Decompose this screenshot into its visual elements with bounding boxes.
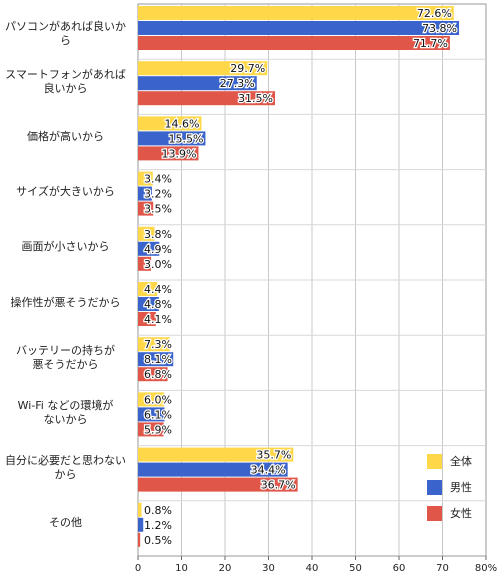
- value-label-1-4: 4.9%: [144, 243, 172, 256]
- category-label-5: 操作性が悪そうだから: [10, 295, 121, 309]
- value-label-2-6: 6.8%: [144, 368, 172, 381]
- value-label-2-5: 4.1%: [144, 313, 172, 326]
- bar-0-9: [138, 502, 142, 517]
- category-label-7: Wi-Fi などの環境が ないから: [17, 399, 114, 426]
- category-label-6: バッテリーの持ちが 悪そうだから: [16, 343, 115, 371]
- value-label-2-0: 71.7%: [413, 37, 448, 50]
- bar-0-3: [138, 171, 153, 186]
- bar-1-0: [138, 21, 460, 35]
- value-label-2-4: 3.0%: [144, 258, 172, 271]
- legend-swatch-female: [427, 505, 442, 521]
- value-label-1-8: 34.4%: [251, 464, 286, 477]
- bar-0-5: [138, 282, 158, 296]
- legend-swatch-all: [427, 453, 442, 469]
- bar-0-8: [138, 447, 294, 462]
- value-label-0-3: 3.4%: [144, 173, 172, 186]
- bar-0-4: [138, 226, 155, 241]
- bar-2-7: [138, 422, 164, 437]
- category-label-2: 価格が高いから: [27, 130, 104, 143]
- x-tick-label-4: 40: [306, 563, 319, 573]
- value-label-0-8: 35.7%: [256, 449, 291, 462]
- legend: 全体 男性 女性: [427, 448, 472, 526]
- value-label-2-8: 36.7%: [261, 479, 296, 492]
- bar-1-1: [138, 76, 257, 91]
- legend-label-female: 女性: [450, 507, 472, 520]
- bar-2-4: [138, 256, 152, 271]
- category-label-4: 画面が小さいから: [21, 240, 110, 254]
- category-label-1: スマートフォンがあれば 良いから: [5, 67, 126, 95]
- x-tick-label-5: 50: [349, 563, 362, 573]
- bar-1-9: [138, 517, 144, 532]
- value-label-1-9: 1.2%: [144, 519, 172, 532]
- legend-label-male: 男性: [450, 481, 472, 494]
- bar-1-8: [138, 462, 288, 477]
- value-label-2-7: 5.9%: [144, 423, 172, 436]
- legend-item-all: 全体: [427, 448, 472, 474]
- value-label-1-3: 3.2%: [144, 188, 172, 201]
- bar-0-6: [138, 337, 170, 352]
- x-tick-label-6: 60: [393, 563, 406, 573]
- value-label-2-9: 0.5%: [144, 534, 172, 547]
- bar-1-2: [138, 131, 206, 146]
- bar-1-5: [138, 297, 159, 311]
- bar-2-6: [138, 367, 168, 382]
- category-label-0: パソコンがあれば良いから: [5, 19, 126, 47]
- bar-2-9: [138, 532, 141, 547]
- bar-0-0: [138, 6, 454, 20]
- value-label-2-1: 31.5%: [238, 92, 273, 105]
- legend-label-all: 全体: [450, 455, 472, 468]
- bar-1-6: [138, 352, 174, 367]
- value-label-1-2: 15.5%: [168, 132, 203, 145]
- value-label-1-6: 8.1%: [144, 353, 172, 366]
- value-label-0-1: 29.7%: [230, 62, 265, 75]
- value-label-1-0: 73.8%: [422, 22, 457, 35]
- bar-1-4: [138, 241, 160, 256]
- category-label-3: サイズが大きいから: [16, 185, 115, 199]
- value-label-0-9: 0.8%: [144, 504, 172, 517]
- bar-2-3: [138, 201, 154, 216]
- legend-swatch-male: [427, 479, 442, 495]
- bar-1-7: [138, 407, 165, 422]
- value-label-0-4: 3.8%: [144, 228, 172, 241]
- value-label-0-7: 6.0%: [144, 393, 172, 406]
- value-label-1-7: 6.1%: [144, 408, 172, 421]
- category-label-9: その他: [49, 516, 82, 530]
- bar-2-1: [138, 91, 276, 106]
- bar-0-7: [138, 392, 165, 407]
- value-label-2-2: 13.9%: [162, 147, 197, 160]
- bar-0-1: [138, 61, 268, 76]
- value-label-2-3: 3.5%: [144, 203, 172, 216]
- bar-2-8: [138, 477, 298, 492]
- legend-item-female: 女性: [427, 500, 472, 526]
- value-label-0-0: 72.6%: [417, 7, 452, 20]
- x-tick-label-1: 10: [175, 563, 188, 573]
- value-label-0-5: 4.4%: [144, 283, 172, 296]
- value-label-0-2: 14.6%: [165, 117, 200, 130]
- value-label-0-6: 7.3%: [144, 338, 172, 351]
- bar-0-2: [138, 116, 202, 131]
- x-tick-label-3: 30: [262, 563, 275, 573]
- x-tick-label-0: 0: [135, 563, 141, 573]
- value-label-1-5: 4.8%: [144, 298, 172, 311]
- legend-item-male: 男性: [427, 474, 472, 500]
- x-tick-label-8: 80%: [475, 563, 497, 573]
- bar-2-2: [138, 146, 199, 161]
- bar-2-0: [138, 36, 450, 50]
- x-tick-label-2: 20: [219, 563, 232, 573]
- x-tick-label-7: 70: [436, 563, 449, 573]
- bar-1-3: [138, 186, 152, 201]
- category-label-8: 自分に必要だと思わない から: [5, 454, 126, 482]
- value-label-1-1: 27.3%: [220, 77, 255, 90]
- bar-2-5: [138, 312, 156, 326]
